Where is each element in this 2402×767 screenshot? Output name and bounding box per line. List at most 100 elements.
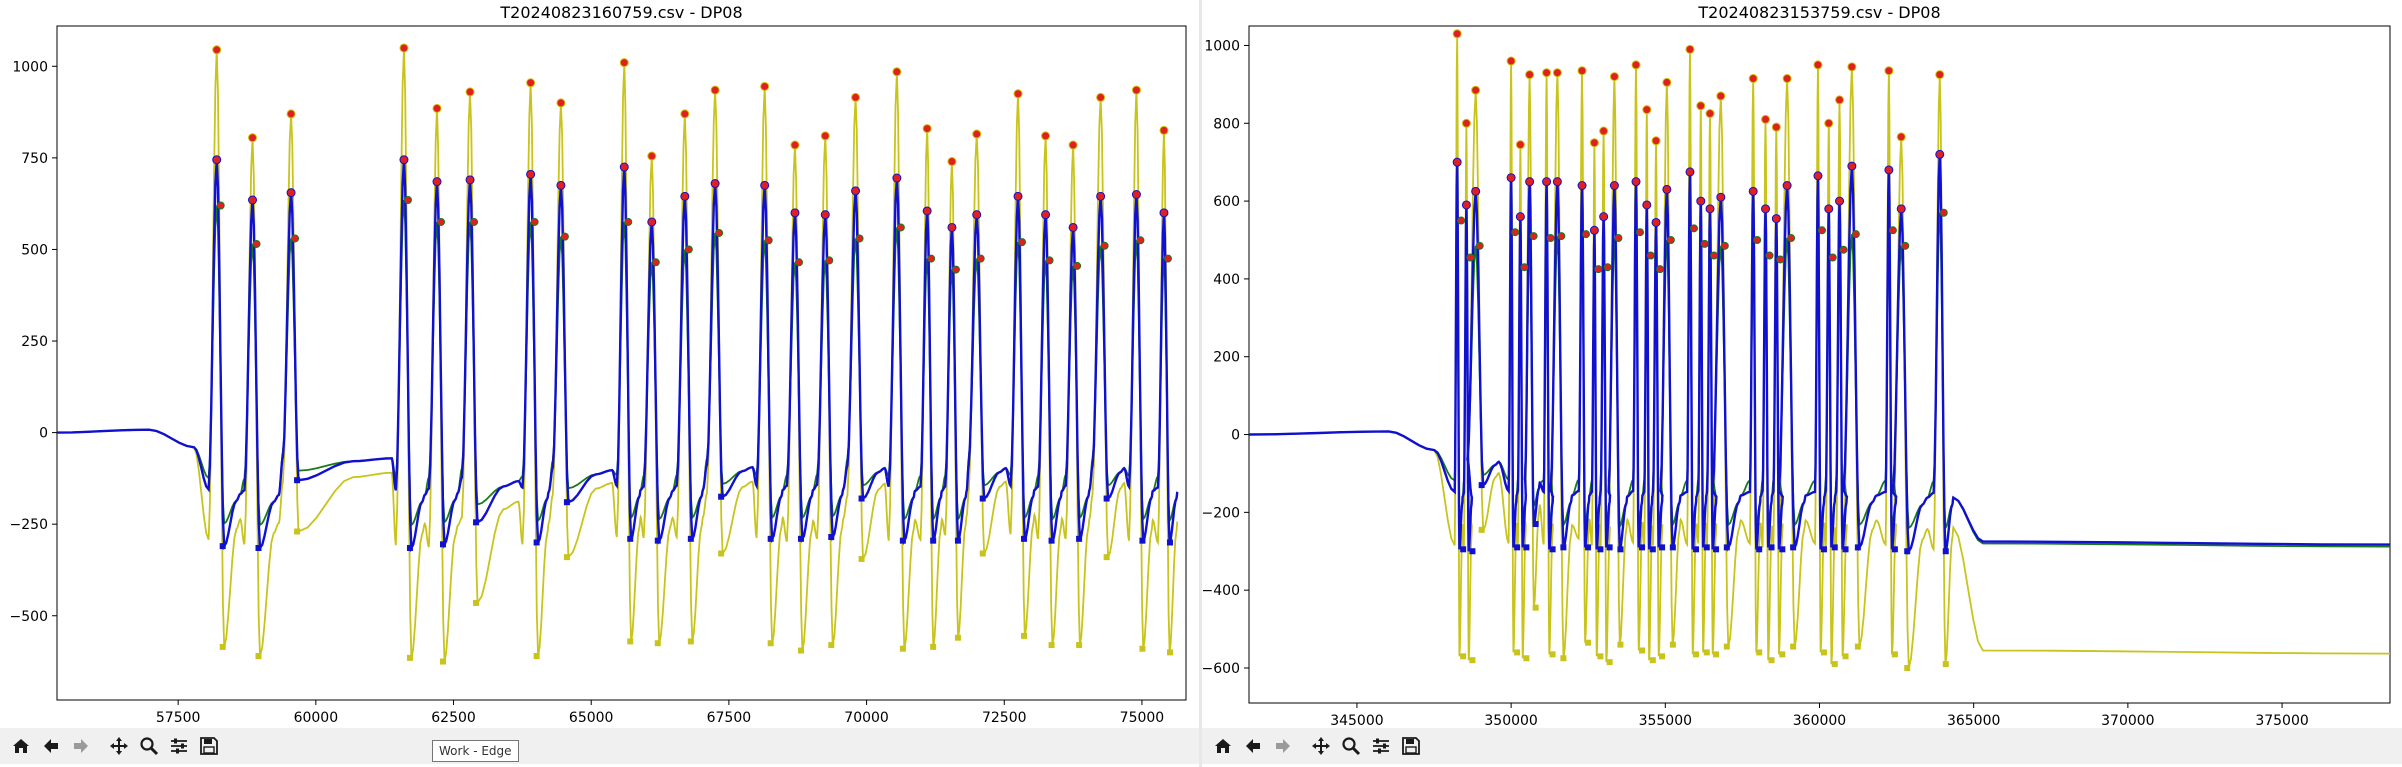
blue-trough-marker bbox=[1021, 535, 1028, 542]
blue-peak-marker bbox=[972, 210, 982, 220]
yellow-peak-marker bbox=[1716, 91, 1726, 101]
yellow-peak-marker bbox=[1461, 118, 1471, 128]
yellow-peak-marker bbox=[1748, 74, 1758, 84]
yellow-peak-marker bbox=[1884, 66, 1894, 76]
blue-trough-marker bbox=[954, 537, 961, 544]
yellow-trough-marker bbox=[219, 643, 226, 650]
yellow-peak-marker bbox=[1552, 68, 1562, 78]
navigation-toolbar-left bbox=[0, 728, 1200, 764]
yellow-series-line bbox=[57, 47, 1179, 662]
green-peak-marker bbox=[1646, 251, 1655, 260]
yellow-peak-marker bbox=[1068, 140, 1078, 150]
green-peak-marker bbox=[291, 234, 300, 243]
blue-peak-marker bbox=[947, 222, 957, 232]
y-tick-label: 250 bbox=[21, 334, 48, 350]
blue-peak-marker bbox=[1525, 177, 1535, 187]
blue-peak-marker bbox=[212, 155, 222, 165]
yellow-peak-marker bbox=[1847, 62, 1857, 72]
blue-trough-marker bbox=[533, 539, 540, 546]
home-icon[interactable] bbox=[8, 733, 34, 759]
navigation-toolbar-right bbox=[1202, 728, 2402, 764]
yellow-peak-marker bbox=[526, 78, 536, 88]
blue-trough-marker bbox=[1514, 544, 1521, 551]
blue-peak-marker bbox=[851, 186, 861, 196]
blue-trough-marker bbox=[1723, 544, 1730, 551]
blue-peak-marker bbox=[1935, 149, 1945, 159]
blue-peak-marker bbox=[710, 179, 720, 189]
yellow-peak-marker bbox=[680, 109, 690, 119]
back-arrow-icon[interactable] bbox=[1240, 733, 1266, 759]
home-icon[interactable] bbox=[1210, 733, 1236, 759]
pan-move-icon[interactable] bbox=[1308, 733, 1334, 759]
plot-frame bbox=[56, 25, 1187, 701]
blue-trough-marker bbox=[1659, 544, 1666, 551]
chart-svg-left[interactable]: T20240823160759.csv - DP08 57500 60000 6250… bbox=[0, 0, 1200, 728]
blue-peak-marker bbox=[1131, 190, 1141, 199]
forward-arrow-icon[interactable] bbox=[68, 733, 94, 759]
y-tick-label: 400 bbox=[1213, 272, 1240, 288]
configure-sliders-icon[interactable] bbox=[1368, 733, 1394, 759]
green-peak-marker bbox=[684, 245, 693, 254]
green-peak-marker bbox=[1753, 235, 1762, 244]
blue-peak-marker bbox=[1813, 171, 1823, 181]
blue-peak-marker bbox=[1609, 181, 1619, 191]
yellow-trough-marker bbox=[406, 654, 413, 661]
panel-divider bbox=[1199, 0, 1203, 767]
y-tick-label: 750 bbox=[21, 151, 48, 167]
zoom-magnifier-icon[interactable] bbox=[136, 733, 162, 759]
green-peak-marker bbox=[1700, 239, 1709, 248]
green-peak-marker bbox=[1710, 251, 1719, 260]
yellow-peak-marker bbox=[432, 103, 442, 113]
blue-trough-marker bbox=[1478, 482, 1485, 489]
yellow-peak-marker bbox=[1651, 136, 1661, 146]
chart-svg-right[interactable]: T20240823153759.csv - DP08 345000 350000 35… bbox=[1202, 0, 2402, 728]
blue-trough-marker bbox=[1103, 495, 1110, 502]
blue-trough-marker bbox=[1532, 521, 1539, 528]
y-tick-label: −400 bbox=[1202, 583, 1240, 599]
blue-peak-marker bbox=[1096, 191, 1106, 201]
y-tick-label: 1000 bbox=[1204, 38, 1240, 54]
blue-trough-marker bbox=[1076, 535, 1083, 542]
yellow-trough-marker bbox=[1460, 653, 1467, 660]
y-tick-label: −200 bbox=[1202, 505, 1240, 521]
yellow-trough-marker bbox=[1669, 641, 1676, 648]
x-tick-label: 370000 bbox=[2101, 713, 2154, 728]
save-floppy-icon[interactable] bbox=[1398, 733, 1424, 759]
pan-move-icon[interactable] bbox=[106, 733, 132, 759]
green-peak-marker bbox=[794, 258, 803, 267]
blue-trough-marker bbox=[1460, 546, 1467, 553]
yellow-peak-marker bbox=[1159, 125, 1169, 135]
yellow-peak-marker bbox=[1471, 85, 1481, 95]
x-tick-label: 60000 bbox=[294, 710, 339, 726]
green-peak-marker bbox=[560, 232, 569, 241]
green-peak-marker bbox=[855, 234, 864, 243]
yellow-trough-marker bbox=[1942, 661, 1949, 668]
yellow-peak-marker bbox=[1096, 92, 1106, 102]
x-tick-label: 57500 bbox=[156, 710, 201, 726]
save-floppy-icon[interactable] bbox=[196, 733, 222, 759]
blue-peak-marker bbox=[432, 177, 442, 187]
blue-peak-marker bbox=[1824, 204, 1834, 214]
blue-peak-marker bbox=[619, 162, 629, 172]
yellow-trough-marker bbox=[1048, 642, 1055, 649]
green-peak-marker bbox=[1594, 265, 1603, 274]
yellow-trough-marker bbox=[1139, 645, 1146, 652]
back-arrow-icon[interactable] bbox=[38, 733, 64, 759]
green-peak-marker bbox=[1765, 251, 1774, 260]
blue-trough-marker bbox=[1768, 544, 1775, 551]
blue-trough-marker bbox=[1639, 544, 1646, 551]
green-peak-marker bbox=[1720, 241, 1729, 250]
blue-peak-marker bbox=[526, 169, 536, 179]
blue-trough-marker bbox=[1820, 546, 1827, 553]
zoom-magnifier-icon[interactable] bbox=[1338, 733, 1364, 759]
blue-trough-marker bbox=[767, 535, 774, 542]
blue-trough-marker bbox=[1891, 546, 1898, 553]
configure-sliders-icon[interactable] bbox=[166, 733, 192, 759]
y-tick-label: 1000 bbox=[12, 59, 48, 75]
yellow-peak-marker bbox=[1452, 29, 1462, 39]
yellow-trough-marker bbox=[1639, 647, 1646, 654]
x-tick-label: 355000 bbox=[1639, 713, 1692, 728]
blue-peak-marker bbox=[556, 180, 566, 190]
forward-arrow-icon[interactable] bbox=[1270, 733, 1296, 759]
yellow-trough-marker bbox=[1166, 649, 1173, 656]
